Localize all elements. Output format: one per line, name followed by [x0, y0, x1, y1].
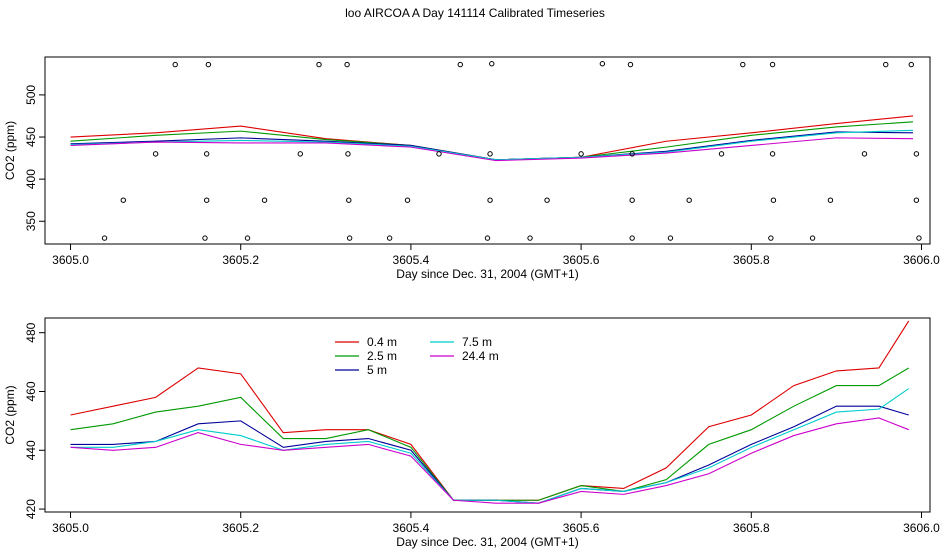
top-series-line-4	[70, 129, 913, 161]
top-sample-point	[908, 61, 914, 68]
top-sample-point	[152, 151, 159, 157]
bottom-x-tick-label: 3605.8	[733, 521, 770, 535]
bottom-x-tick-label: 3605.4	[393, 521, 430, 535]
top-sample-point	[386, 235, 393, 241]
top-sample-point	[544, 197, 550, 203]
top-x-axis-label: Day since Dec. 31, 2004 (GMT+1)	[396, 267, 578, 281]
top-sample-point	[768, 235, 774, 241]
top-sample-point	[345, 151, 351, 157]
top-sample-point	[629, 151, 635, 157]
top-sample-point	[344, 61, 350, 68]
top-plot-frame	[44, 56, 931, 245]
top-sample-point	[718, 151, 725, 157]
top-sample-point	[913, 151, 920, 157]
legend-label: 5 m	[367, 363, 387, 377]
bottom-x-axis-label: Day since Dec. 31, 2004 (GMT+1)	[396, 535, 578, 549]
top-sample-point	[916, 235, 922, 241]
bottom-y-tick-label: 480	[24, 322, 38, 342]
top-sample-point	[487, 197, 493, 203]
top-sample-point	[686, 197, 692, 203]
top-sample-point	[489, 61, 495, 67]
top-x-tick-label: 3605.0	[52, 253, 89, 267]
top-sample-point	[404, 197, 411, 203]
top-sample-point	[436, 151, 442, 157]
top-sample-point	[297, 151, 303, 157]
top-y-tick-label: 450	[24, 127, 38, 147]
top-y-tick-label: 500	[24, 85, 38, 105]
top-sample-point	[627, 61, 634, 68]
top-sample-point	[769, 151, 776, 157]
top-sample-point	[346, 235, 353, 241]
top-sample-point	[527, 235, 533, 241]
bottom-x-tick-label: 3605.6	[563, 521, 600, 535]
top-x-tick-label: 3606.0	[903, 253, 940, 267]
top-sample-point	[172, 61, 178, 68]
top-sample-point	[809, 235, 816, 241]
top-sample-point	[770, 197, 777, 203]
top-sample-point	[346, 197, 352, 203]
bottom-x-tick-label: 3606.0	[903, 521, 940, 535]
top-sample-point	[484, 235, 491, 241]
top-sample-point	[316, 61, 322, 68]
top-sample-point	[629, 197, 635, 203]
legend-label: 0.4 m	[367, 335, 397, 349]
bottom-series-line-5	[70, 417, 909, 504]
top-x-tick-label: 3605.6	[563, 253, 600, 267]
bottom-plot-frame	[44, 317, 931, 513]
bottom-x-tick-label: 3605.2	[222, 521, 259, 535]
top-sample-point	[261, 197, 268, 203]
top-sample-point	[487, 151, 493, 157]
top-sample-point	[740, 61, 746, 68]
top-sample-point	[101, 235, 108, 241]
top-y-tick-label: 400	[24, 169, 38, 189]
legend-label: 2.5 m	[367, 349, 397, 363]
top-sample-point	[599, 61, 606, 67]
page-title: loo AIRCOA A Day 141114 Calibrated Times…	[345, 6, 605, 20]
top-y-tick-label: 350	[24, 211, 38, 231]
top-sample-point	[769, 61, 776, 68]
top-y-axis-label: CO2 (ppm)	[3, 121, 17, 180]
bottom-y-tick-label: 420	[24, 499, 38, 519]
top-sample-point	[861, 151, 868, 157]
bottom-series-line-3	[70, 405, 909, 504]
bottom-y-tick-label: 460	[24, 381, 38, 401]
top-sample-point	[457, 61, 463, 68]
top-sample-point	[883, 61, 889, 68]
legend-label: 24.4 m	[462, 349, 499, 363]
top-sample-point	[120, 197, 126, 203]
top-sample-point	[205, 61, 212, 68]
top-sample-point	[203, 197, 210, 203]
top-sample-point	[203, 151, 210, 157]
top-sample-point	[578, 151, 584, 157]
top-sample-point	[667, 235, 674, 241]
top-x-tick-label: 3605.4	[393, 253, 430, 267]
bottom-y-tick-label: 440	[24, 440, 38, 460]
top-x-tick-label: 3605.2	[222, 253, 259, 267]
top-sample-point	[244, 235, 251, 241]
bottom-y-axis-label: CO2 (ppm)	[3, 385, 17, 444]
top-sample-point	[913, 197, 920, 203]
top-sample-point	[827, 197, 834, 203]
bottom-series-line-4	[70, 388, 910, 504]
top-sample-point	[202, 235, 208, 241]
top-x-tick-label: 3605.8	[733, 253, 770, 267]
bottom-x-tick-label: 3605.0	[52, 521, 89, 535]
legend-label: 7.5 m	[462, 335, 492, 349]
top-series-line-5	[70, 137, 913, 162]
top-sample-point	[629, 235, 635, 241]
